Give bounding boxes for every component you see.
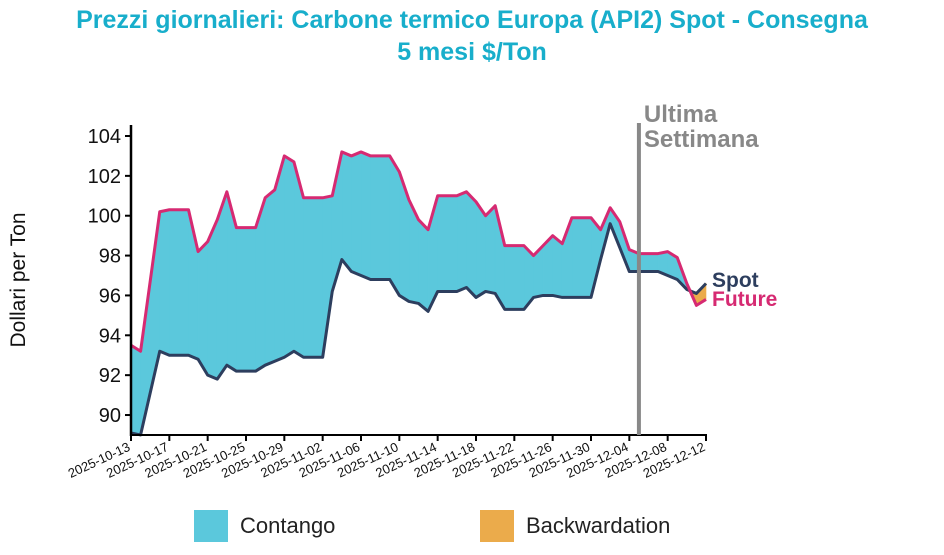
legend-backwardation: Backwardation [480,510,670,542]
legend-label-contango: Contango [240,513,336,538]
contango-fill [456,191,467,292]
legend-label-backwardation: Backwardation [526,513,671,538]
y-axis-label: Dollari per Ton [7,212,30,347]
contango-fill [197,240,208,377]
y-tick-label: 102 [88,166,121,188]
title-line-1: Prezzi giornalieri: Carbone termico Euro… [76,6,868,34]
contango-fill [360,151,371,280]
y-tick-label: 90 [99,405,121,427]
future-line [130,150,707,353]
contango-fill [264,189,276,366]
contango-fill [370,155,391,280]
contango-fill [159,209,170,356]
contango-fill [169,209,189,356]
contango-fill [571,217,592,298]
contango-fill [437,195,458,292]
spot-series-label: Spot [712,269,759,292]
spot-line [130,222,708,437]
contango-fill [236,227,256,372]
contango-fill [389,154,400,297]
contango-fill [466,191,477,299]
last-week-label-line1: Ultima [644,101,718,128]
y-tick-label: 96 [99,285,121,307]
contango-fill [485,205,496,294]
legend-swatch-contango [194,510,228,542]
contango-fill [552,235,563,298]
title-line-2: 5 mesi $/Ton [397,38,547,66]
contango-fill [418,218,429,313]
chart-title: Prezzi giornalieri: Carbone termico Euro… [0,4,944,68]
y-tick-label: 92 [99,365,121,387]
y-tick-label: 104 [88,126,121,148]
contango-fill [351,151,362,276]
contango-fill [207,219,218,380]
last-week-label-line2: Settimana [644,126,759,153]
legend-swatch-backwardation [480,510,514,542]
legend-contango: Contango [194,510,335,542]
contango-fill [284,155,295,358]
contango-fill [504,245,525,310]
y-tick-label: 100 [88,206,121,228]
contango-fill [303,197,323,358]
y-tick-label: 94 [99,325,121,347]
contango-fill [638,253,659,272]
contango-fill [130,344,141,436]
y-tick-label: 98 [99,246,121,268]
contango-fill [341,151,352,273]
future-series-label: Future [712,288,777,311]
